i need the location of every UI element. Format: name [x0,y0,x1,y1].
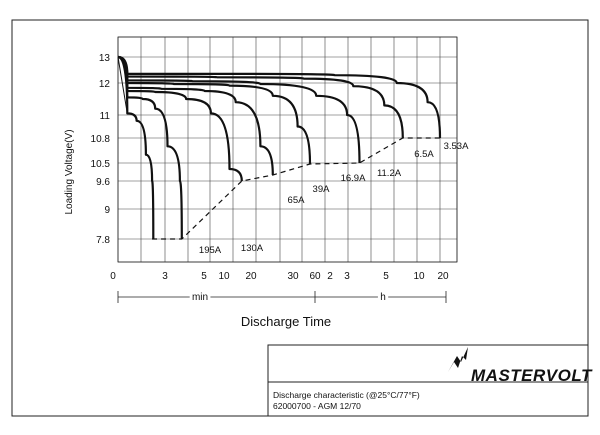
x-tick-label: 60 [309,271,321,282]
x-tick-labels: 0 3 5 10 20 30 60 2 3 5 10 20 [110,271,449,282]
chart-axes [117,36,458,263]
y-tick-label: 10.5 [91,159,111,170]
y-tick-label: 7.8 [96,235,110,246]
curve-label: 39A [313,184,331,195]
mastervolt-logo-icon [448,347,468,372]
curve-label: 11.2A [377,168,402,179]
info-block-frame [267,344,589,417]
x-tick-label: 30 [287,271,299,282]
curve-6-5A [117,55,404,139]
start-segment [117,56,128,114]
x-tick-label: 2 [327,271,333,282]
y-tick-labels: 13 12 11 10.8 10.5 9.6 9 7.8 [91,53,111,246]
curve-label: 195A [199,245,222,256]
y-tick-label: 13 [99,53,111,64]
curve-39A [117,55,274,176]
curve-16-9A [117,55,312,165]
y-tick-label: 11 [100,111,111,122]
min-unit-label: min [192,292,208,303]
x-tick-label: 3 [162,271,168,282]
x-tick-label: 5 [383,271,389,282]
x-tick-label: 10 [413,271,425,282]
y-tick-label: 12 [99,79,111,90]
curve-label: 6.5A [414,149,434,160]
y-axis-label: Loading Voltage(V) [64,129,75,214]
dashed-end-line [152,137,440,240]
curve-label: 65A [288,195,306,206]
plot-frame [117,36,458,263]
curve-195A [117,55,155,240]
model-number: 62000700 - AGM 12/70 [273,401,361,411]
y-tick-label: 9.6 [96,177,110,188]
brand-name: MASTERVOLT [471,366,593,385]
x-tick-label: 20 [437,271,449,282]
chart-caption: Discharge characteristic (@25°C/77°F) [273,390,420,400]
x-tick-label: 10 [218,271,230,282]
curve-3-53A [117,55,442,139]
y-tick-label: 10.8 [91,134,111,145]
hour-unit-label: h [380,292,386,303]
curve-11-2A [117,55,361,164]
curve-130A [117,55,183,240]
end-voltage-line [152,137,440,240]
x-tick-label: 3 [344,271,350,282]
discharge-curves [117,55,442,240]
x-axis-label: Discharge Time [241,314,331,329]
x-tick-label: 5 [201,271,207,282]
x-tick-label: 20 [245,271,257,282]
y-tick-label: 9 [104,205,110,216]
curve-65A [117,55,243,182]
curve-label: 3.53A [444,141,469,152]
time-unit-bracket: min h [117,289,447,306]
curve-label: 130A [241,243,264,254]
x-tick-label: 0 [110,271,116,282]
curve-label: 16.9A [341,173,366,184]
curve-labels: 195A 130A 65A 39A 16.9A 11.2A 6.5A 3.53A [199,141,469,256]
info-block: MASTERVOLT Discharge characteristic (@25… [267,344,593,417]
